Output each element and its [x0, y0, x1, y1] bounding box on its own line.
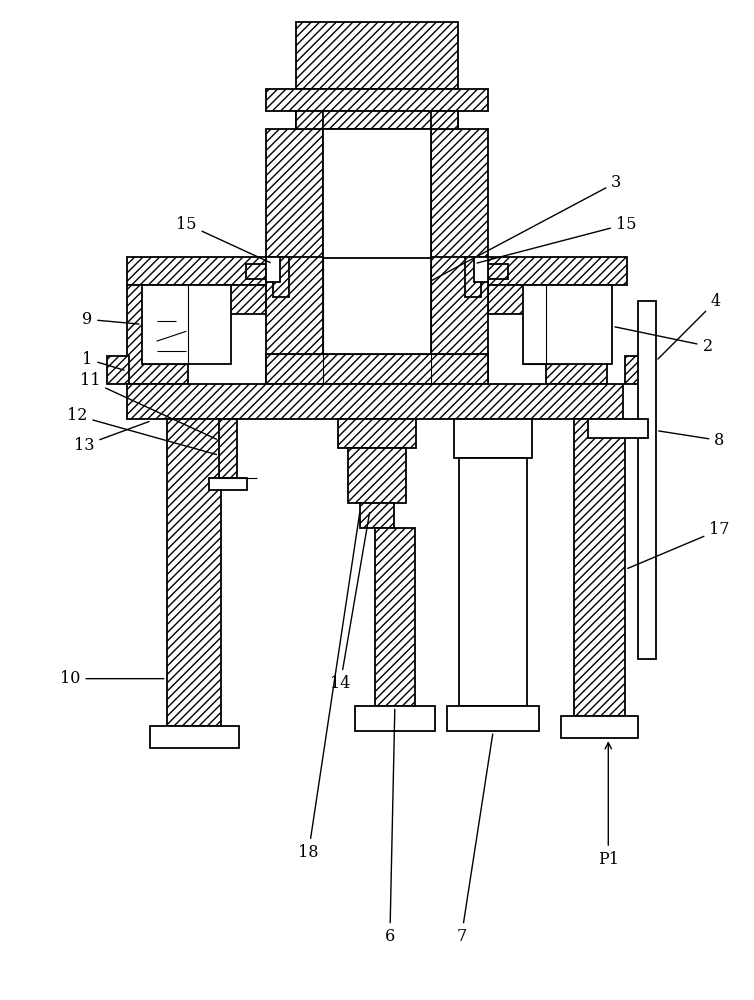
Bar [339, 419, 415, 448]
Bar [150, 726, 239, 748]
Bar [561, 716, 638, 738]
Text: 15: 15 [176, 216, 270, 263]
Text: 2: 2 [615, 327, 713, 355]
Bar [266, 89, 488, 111]
Bar [266, 354, 488, 384]
Text: 13: 13 [74, 422, 149, 454]
Bar [348, 448, 406, 503]
Bar [488, 257, 627, 285]
Bar [296, 111, 458, 129]
Bar [431, 129, 488, 258]
Bar [127, 384, 623, 419]
Bar [574, 419, 625, 716]
Bar [246, 264, 266, 279]
Text: 15: 15 [477, 216, 636, 263]
Bar [546, 285, 607, 384]
Text: 17: 17 [628, 521, 730, 568]
Bar [431, 111, 458, 129]
Bar [488, 264, 508, 279]
Text: 7: 7 [456, 734, 492, 945]
Bar [107, 356, 129, 384]
Bar [523, 285, 612, 364]
Bar [459, 458, 527, 706]
Bar [127, 285, 188, 384]
Text: 12: 12 [67, 407, 216, 455]
Text: 1: 1 [82, 351, 124, 370]
Text: 14: 14 [330, 513, 369, 692]
Bar [488, 285, 546, 314]
Text: P1: P1 [598, 743, 619, 868]
Bar [266, 129, 323, 258]
Bar [355, 706, 434, 731]
Bar [375, 528, 415, 706]
Bar [142, 285, 231, 364]
Bar [296, 22, 458, 89]
Bar [625, 356, 647, 384]
Bar [188, 285, 266, 314]
Text: 6: 6 [385, 709, 395, 945]
Text: 4: 4 [658, 293, 721, 359]
Text: 18: 18 [299, 513, 360, 861]
Text: 8: 8 [659, 431, 725, 449]
Bar [465, 257, 481, 297]
Bar [296, 111, 323, 129]
Bar [431, 257, 488, 384]
Bar [167, 419, 221, 726]
Bar [219, 419, 237, 478]
Bar [323, 129, 431, 258]
Bar [447, 706, 539, 731]
Text: 9: 9 [82, 311, 139, 328]
Bar [588, 419, 648, 438]
Bar [266, 257, 323, 384]
Bar [455, 419, 532, 458]
Bar [210, 478, 247, 490]
Text: 3: 3 [432, 174, 621, 280]
Text: 11: 11 [80, 372, 216, 439]
Bar [360, 503, 394, 528]
Bar [266, 257, 280, 282]
Bar [474, 257, 488, 282]
Text: 10: 10 [60, 670, 164, 687]
Bar [638, 301, 656, 659]
Bar [273, 257, 289, 297]
Bar [127, 257, 266, 285]
